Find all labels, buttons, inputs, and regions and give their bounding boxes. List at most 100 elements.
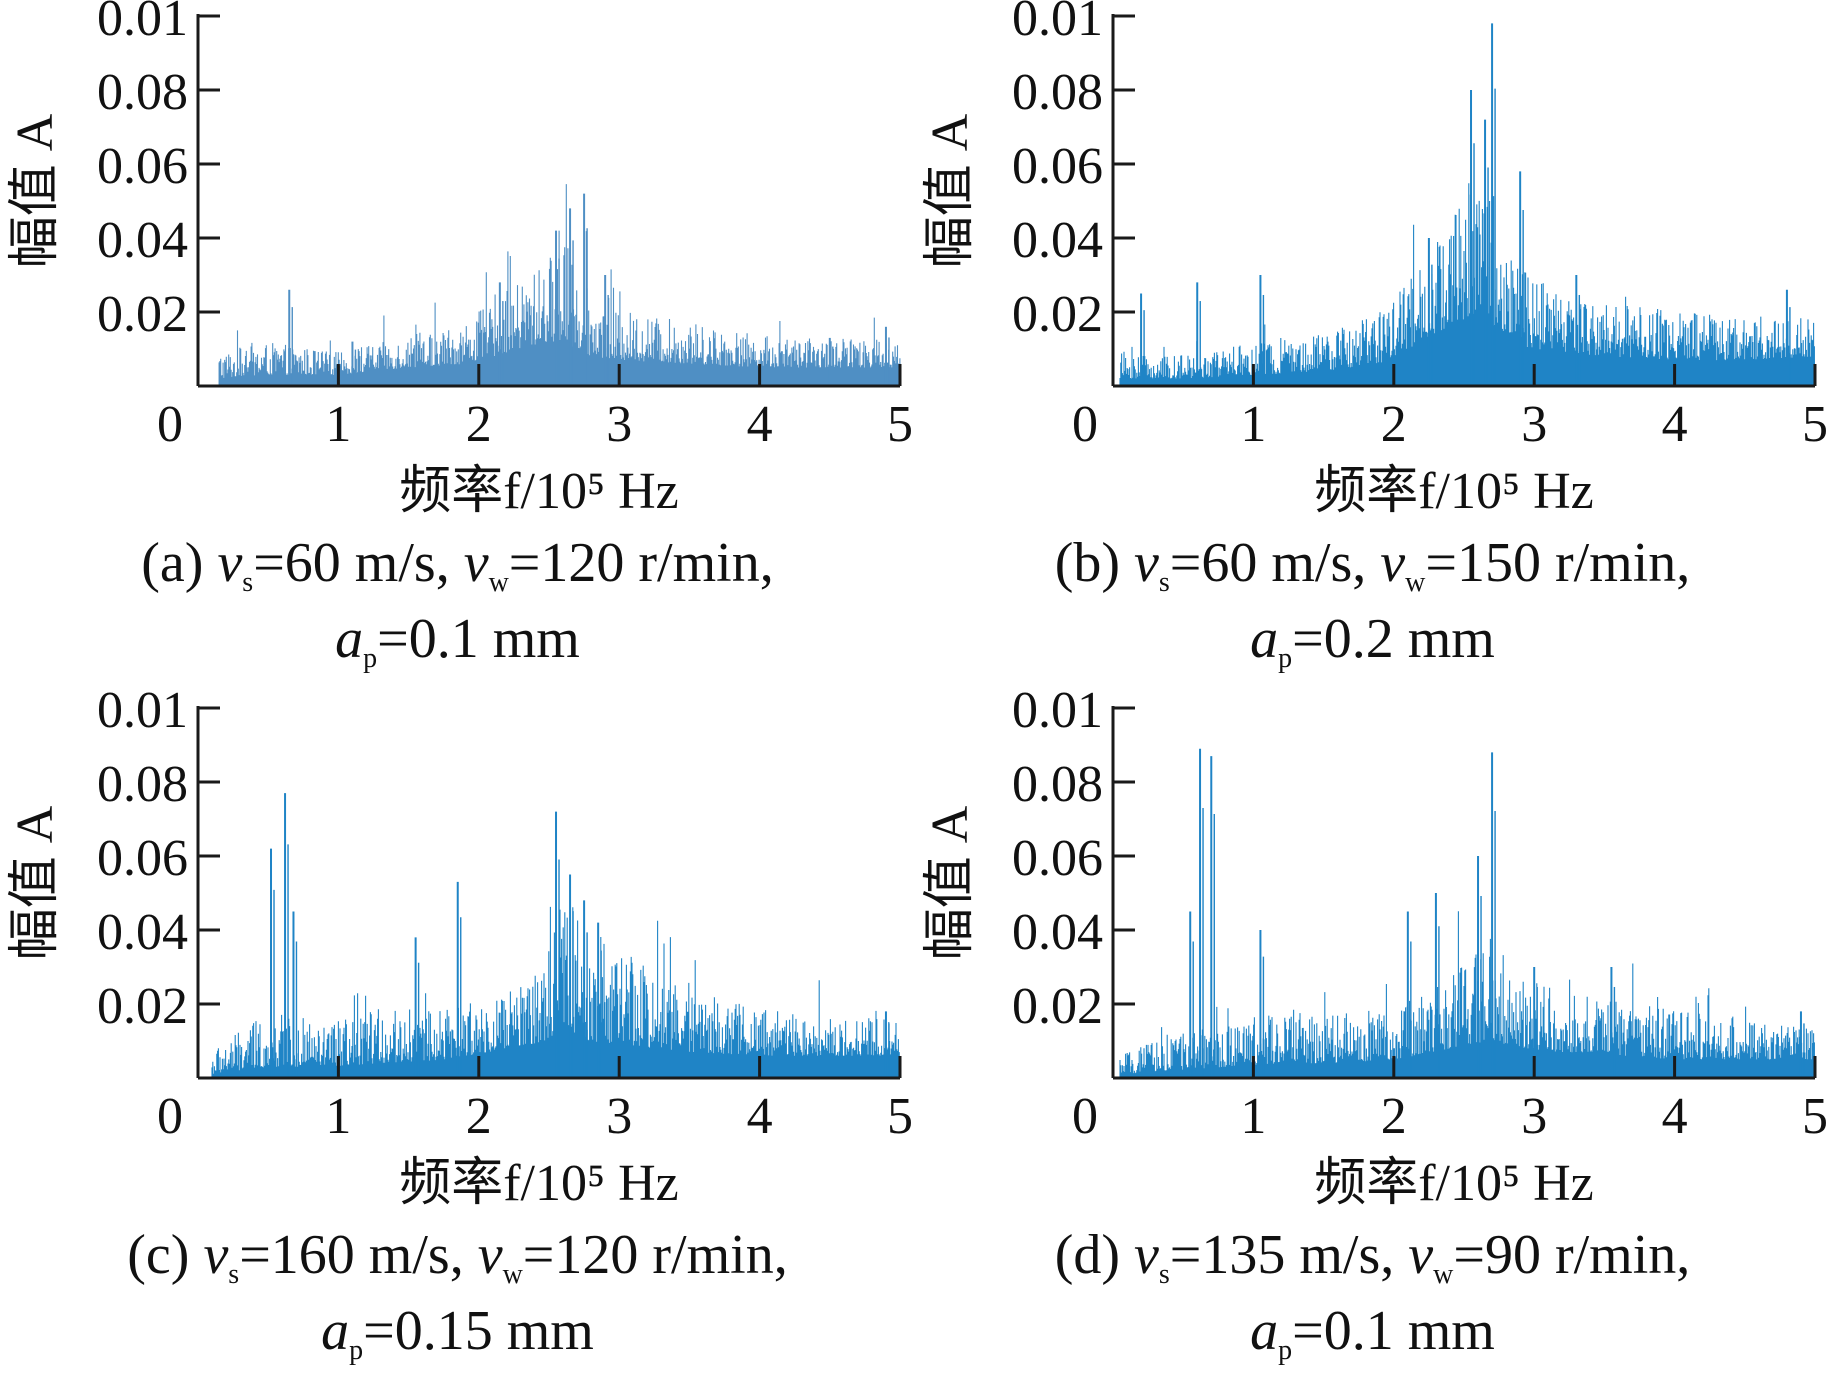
caption-d-ap-subscript: p xyxy=(1278,1334,1293,1366)
x-tick-label-a-3: 3 xyxy=(606,396,632,453)
spectrum-b xyxy=(1119,23,1815,386)
y-tick-label-c-3: 0.08 xyxy=(97,756,188,813)
caption-c-vs: =160 m/s, xyxy=(239,1224,464,1286)
y-tick-label-a-2: 0.06 xyxy=(97,138,188,195)
caption-c-vw: =120 r/min, xyxy=(522,1224,788,1286)
caption-c-ap: =0.15 mm xyxy=(363,1300,594,1362)
caption-a-vs-subscript: s xyxy=(242,566,254,598)
caption-a-label: (a) xyxy=(141,532,204,594)
y-tick-label-d-2: 0.06 xyxy=(1012,830,1103,887)
caption-a-ap-symbol: a xyxy=(335,608,364,670)
caption-a-vw-symbol: v xyxy=(463,532,489,594)
caption-c-vs-symbol: v xyxy=(203,1224,229,1286)
x-axis-label-c: 频率f/10⁵ Hz xyxy=(399,1155,679,1212)
x-tick-label-d-3: 3 xyxy=(1521,1088,1547,1145)
caption-a-vw: =120 r/min, xyxy=(508,532,774,594)
spectrum-trace-b xyxy=(1119,183,1815,386)
y-tick-label-c-2: 0.06 xyxy=(97,830,188,887)
y-tick-label-a-4: 0.01 xyxy=(97,0,188,47)
y-tick-label-b-1: 0.04 xyxy=(1012,212,1103,269)
x-tick-label-d-4: 4 xyxy=(1662,1088,1688,1145)
caption-c-line2: ap=0.15 mm xyxy=(0,1303,915,1365)
x-tick-label-b-5: 5 xyxy=(1802,396,1828,453)
x-tick-label-b-2: 2 xyxy=(1381,396,1407,453)
y-tick-label-a-1: 0.04 xyxy=(97,212,188,269)
spectrum-d xyxy=(1119,748,1815,1078)
panel-d: 0.02 0.04 0.06 0.08 0.01 0 1 2 3 4 5 幅值 A 频率f/10⁵ Hz… xyxy=(915,682,1830,1382)
spectrum-trace-d xyxy=(1119,911,1815,1078)
caption-a-line1: (a) vs=60 m/s, vw=120 r/min, xyxy=(0,535,915,597)
caption-d-vw-subscript: w xyxy=(1433,1258,1454,1290)
caption-a-line2: ap=0.1 mm xyxy=(0,611,915,673)
x-tick-label-a-0: 0 xyxy=(157,396,183,453)
caption-d-line1: (d) vs=135 m/s, vw=90 r/min, xyxy=(915,1227,1830,1289)
caption-d-ap: =0.1 mm xyxy=(1292,1300,1495,1362)
x-axis-label-a: 频率f/10⁵ Hz xyxy=(399,463,679,520)
caption-d-vs-subscript: s xyxy=(1158,1258,1170,1290)
caption-b-vw-subscript: w xyxy=(1405,566,1426,598)
caption-b-label: (b) xyxy=(1054,532,1121,594)
x-tick-label-b-1: 1 xyxy=(1240,396,1266,453)
y-tick-label-b-2: 0.06 xyxy=(1012,138,1103,195)
caption-c-vw-symbol: v xyxy=(477,1224,503,1286)
caption-a-ap: =0.1 mm xyxy=(377,608,580,670)
y-tick-label-b-4: 0.01 xyxy=(1012,0,1103,47)
y-tick-label-b-3: 0.08 xyxy=(1012,64,1103,121)
y-axis-label-b: 幅值 A xyxy=(922,113,979,268)
caption-b-ap-subscript: p xyxy=(1278,642,1293,674)
chart-a-svg: 0.02 0.04 0.06 0.08 0.01 0 1 2 3 4 5 幅值 A 频率f/10⁵ Hz xyxy=(7,0,913,520)
caption-d-vw: =90 r/min, xyxy=(1453,1224,1691,1286)
caption-a-vs: =60 m/s, xyxy=(253,532,450,594)
chart-c-svg: 0.02 0.04 0.06 0.08 0.01 0 1 2 3 4 5 幅值 A 频率f/10⁵ Hz xyxy=(7,682,913,1212)
y-tick-label-d-4: 0.01 xyxy=(1012,682,1103,739)
caption-d-label: (d) xyxy=(1054,1224,1121,1286)
y-tick-label-c-4: 0.01 xyxy=(97,682,188,739)
y-tick-label-a-3: 0.08 xyxy=(97,64,188,121)
y-axis-label-a: 幅值 A xyxy=(7,113,64,268)
panel-a: 0.02 0.04 0.06 0.08 0.01 0 1 2 3 4 5 幅值 A 频率f/10⁵ Hz… xyxy=(0,0,915,690)
caption-b-line1: (b) vs=60 m/s, vw=150 r/min, xyxy=(915,535,1830,597)
x-tick-label-d-0: 0 xyxy=(1072,1088,1098,1145)
chart-d-svg: 0.02 0.04 0.06 0.08 0.01 0 1 2 3 4 5 幅值 A 频率f/10⁵ Hz xyxy=(922,682,1828,1212)
caption-b-ap: =0.2 mm xyxy=(1292,608,1495,670)
x-tick-label-c-2: 2 xyxy=(466,1088,492,1145)
caption-b-vs: =60 m/s, xyxy=(1169,532,1367,594)
x-tick-label-c-4: 4 xyxy=(747,1088,773,1145)
caption-b-vw-symbol: v xyxy=(1380,532,1406,594)
caption-b-ap-symbol: a xyxy=(1250,608,1279,670)
caption-a-vw-subscript: w xyxy=(488,566,509,598)
caption-a-vs-symbol: v xyxy=(217,532,243,594)
y-tick-label-d-0: 0.02 xyxy=(1012,978,1103,1035)
x-tick-label-a-4: 4 xyxy=(747,396,773,453)
x-tick-label-c-0: 0 xyxy=(157,1088,183,1145)
caption-d-vs: =135 m/s, xyxy=(1169,1224,1395,1286)
y-tick-label-c-0: 0.02 xyxy=(97,978,188,1035)
caption-c-vw-subscript: w xyxy=(502,1258,523,1290)
x-tick-label-a-2: 2 xyxy=(466,396,492,453)
panel-b: 0.02 0.04 0.06 0.08 0.01 0 1 2 3 4 5 幅值 A 频率f/10⁵ Hz… xyxy=(915,0,1830,690)
x-tick-label-b-4: 4 xyxy=(1662,396,1688,453)
caption-d-vw-symbol: v xyxy=(1408,1224,1434,1286)
x-tick-label-a-1: 1 xyxy=(325,396,351,453)
x-tick-label-d-1: 1 xyxy=(1240,1088,1266,1145)
spectrum-c xyxy=(211,793,900,1078)
caption-c-vs-subscript: s xyxy=(228,1258,240,1290)
x-tick-label-d-5: 5 xyxy=(1802,1088,1828,1145)
y-tick-label-d-1: 0.04 xyxy=(1012,904,1103,961)
x-tick-label-c-5: 5 xyxy=(887,1088,913,1145)
caption-d-line2: ap=0.1 mm xyxy=(915,1303,1830,1365)
caption-c-line1: (c) vs=160 m/s, vw=120 r/min, xyxy=(0,1227,915,1289)
caption-d-vs-symbol: v xyxy=(1134,1224,1159,1286)
caption-c-ap-subscript: p xyxy=(349,1334,364,1366)
caption-a-ap-subscript: p xyxy=(363,642,378,674)
spectrum-a xyxy=(218,184,901,386)
y-axis-label-d: 幅值 A xyxy=(922,805,979,960)
caption-b-vw: =150 r/min, xyxy=(1425,532,1691,594)
panel-c: 0.02 0.04 0.06 0.08 0.01 0 1 2 3 4 5 幅值 A 频率f/10⁵ Hz… xyxy=(0,682,915,1382)
x-tick-label-b-3: 3 xyxy=(1521,396,1547,453)
y-tick-label-b-0: 0.02 xyxy=(1012,286,1103,343)
y-axis-label-c: 幅值 A xyxy=(7,805,64,960)
spectrum-trace-a xyxy=(218,184,901,386)
x-tick-label-c-3: 3 xyxy=(606,1088,632,1145)
